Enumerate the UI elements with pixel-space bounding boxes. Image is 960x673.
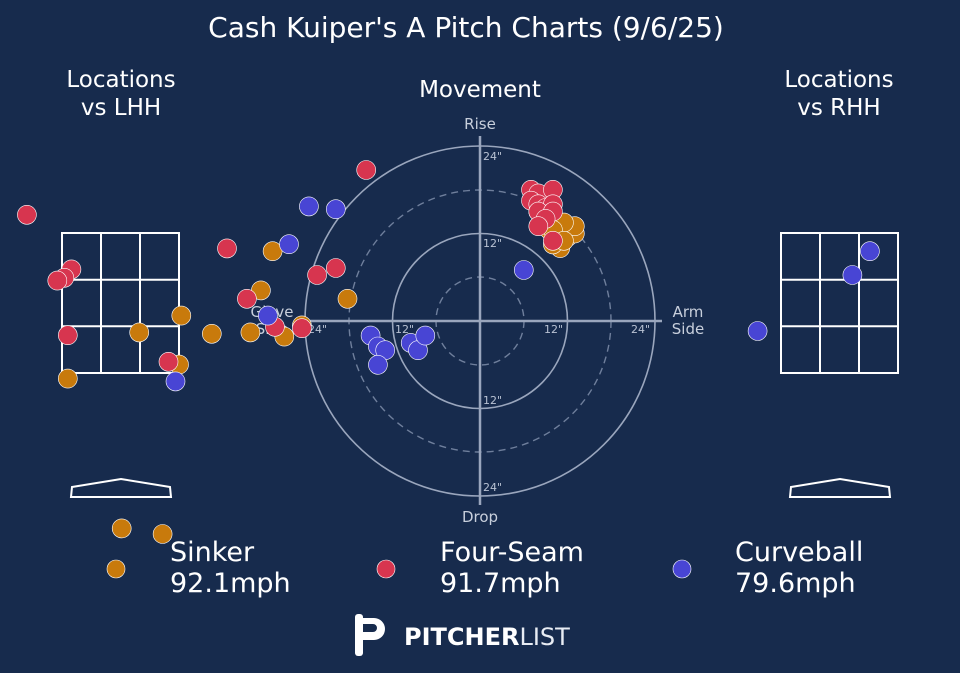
ring-label-bottom-24: 24" [483, 481, 502, 494]
ring-label-right-24: 24" [631, 323, 650, 336]
lhh-sinker-point [240, 322, 261, 343]
lhh-sinker-point [111, 518, 132, 539]
movement-four-seam-point [528, 216, 549, 236]
ring-label-right-12: 12" [544, 323, 563, 336]
lhh-curveball-point [325, 199, 346, 219]
lhh-title-line1: Locations [66, 67, 175, 93]
rhh-title-line2: vs RHH [797, 95, 880, 121]
legend-speed-four-seam: 91.7mph [440, 568, 561, 599]
movement-curveball-point [368, 354, 388, 375]
lhh-curveball-point [279, 234, 299, 254]
lhh-curveball-point [165, 371, 186, 392]
lhh-four-seam-point [292, 318, 312, 339]
lhh-four-seam-point [58, 325, 78, 346]
legend-label-sinker: Sinker [170, 537, 255, 568]
lhh-sinker-point [337, 288, 358, 309]
legend-marker-curveball [672, 559, 692, 579]
ring-label-top-12: 12" [483, 237, 502, 250]
movement-pitch-markers [360, 180, 585, 375]
lhh-four-seam-point [158, 351, 179, 372]
rhh-home-plate [788, 477, 892, 498]
lhh-four-seam-point [217, 238, 237, 259]
lhh-sinker-point [129, 322, 149, 343]
lhh-four-seam-point [307, 265, 327, 285]
movement-curveball-point [415, 325, 436, 346]
legend: Sinker 92.1mph Four-Seam 91.7mph Curveba… [106, 537, 863, 599]
lhh-sinker-point [262, 241, 283, 261]
ring-label-left-12: 12" [395, 323, 414, 336]
lhh-strike-zone [61, 232, 180, 374]
axis-label-arm-2: Side [672, 320, 704, 338]
lhh-sinker-point [202, 323, 222, 344]
lhh-curveball-point [258, 305, 278, 326]
lhh-four-seam-point [17, 205, 37, 225]
lhh-sinker-point [152, 524, 173, 544]
ring-label-left-24: 24" [308, 323, 327, 336]
legend-label-curveball: Curveball [735, 537, 863, 568]
legend-label-four-seam: Four-Seam [440, 537, 584, 568]
logo-list: LIST [519, 623, 570, 651]
lhh-sinker-point [58, 368, 78, 389]
lhh-home-plate [69, 477, 173, 498]
rhh-curveball-point [747, 321, 768, 341]
lhh-pitch-markers [17, 160, 377, 544]
lhh-curveball-point [299, 196, 319, 217]
movement-title: Movement [419, 77, 541, 103]
rhh-curveball-point [842, 265, 863, 285]
logo-text-bold: PITCHERLIST [404, 623, 570, 651]
axis-label-rise: Rise [464, 115, 496, 133]
axis-label-arm-1: Arm [673, 303, 704, 321]
rhh-pitch-markers [747, 241, 880, 341]
axis-label-drop: Drop [462, 508, 498, 526]
logo-pitcher: PITCHER [404, 623, 519, 651]
lhh-title-line2: vs LHH [81, 95, 161, 121]
movement-four-seam-point [543, 231, 563, 251]
figure-title: Cash Kuiper's A Pitch Charts (9/6/25) [208, 11, 724, 44]
movement-curveball-point [513, 260, 534, 280]
pitcherlist-logo-icon [355, 614, 385, 656]
lhh-four-seam-point [325, 258, 346, 278]
legend-speed-curveball: 79.6mph [735, 568, 856, 599]
ring-label-bottom-12: 12" [483, 394, 502, 407]
legend-speed-sinker: 92.1mph [170, 568, 291, 599]
legend-marker-four-seam [376, 559, 396, 579]
lhh-sinker-point [171, 305, 192, 326]
legend-marker-sinker [106, 559, 126, 579]
lhh-four-seam-point [356, 160, 377, 180]
rhh-strike-zone [780, 232, 899, 374]
pitcherlist-logo: PITCHERLIST [355, 614, 570, 656]
ring-label-top-24: 24" [483, 150, 502, 163]
rhh-title-line1: Locations [784, 67, 893, 93]
lhh-four-seam-point [47, 270, 68, 291]
rhh-curveball-point [860, 241, 880, 261]
movement-grid [298, 136, 662, 505]
lhh-four-seam-point [237, 288, 257, 309]
